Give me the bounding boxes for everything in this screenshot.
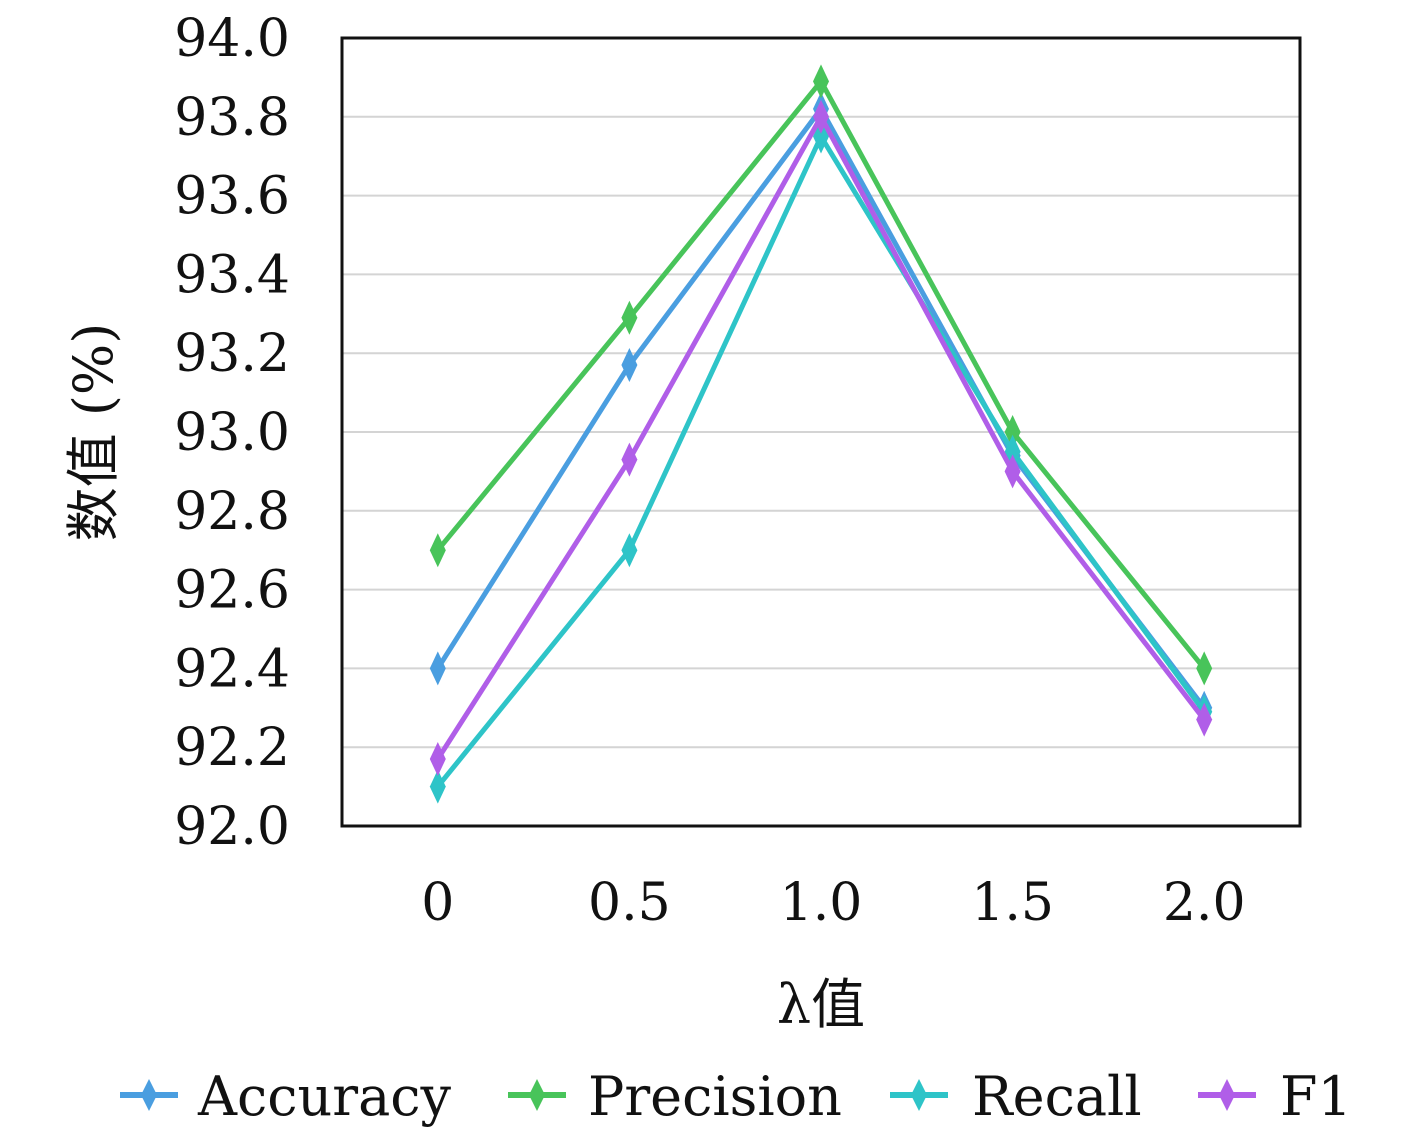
data-point-f1: [1004, 454, 1021, 489]
data-point-precision: [813, 64, 829, 99]
data-point-precision: [1196, 651, 1213, 686]
x-tick-label: 1.5: [971, 873, 1054, 933]
legend-swatch-marker: [529, 1079, 545, 1111]
x-tick-label: 1.0: [780, 873, 863, 933]
y-tick-label: 93.4: [174, 245, 290, 305]
y-tick-label: 93.2: [174, 324, 290, 384]
data-point-f1: [813, 99, 829, 134]
series-line-f1: [435, 114, 1207, 761]
legend-swatch-marker: [141, 1079, 157, 1111]
legend-label: Recall: [972, 1065, 1142, 1128]
series-recall: [429, 119, 1213, 804]
series-f1: [429, 99, 1213, 777]
x-tick-label: 0.5: [588, 873, 671, 933]
y-tick-label: 93.6: [174, 167, 290, 227]
data-point-recall: [621, 533, 638, 568]
y-tick-label: 92.6: [174, 561, 290, 621]
data-point-f1: [621, 442, 638, 477]
grid-lines: [342, 115, 1300, 749]
legend-label: Precision: [588, 1065, 842, 1128]
legend: Accuracy Precision Recall F1: [120, 1065, 1352, 1128]
plot-frame: [340, 36, 1302, 828]
series-lines: [429, 64, 1213, 804]
data-point-precision: [429, 533, 446, 568]
legend-item-f1: F1: [1198, 1065, 1352, 1128]
data-point-accuracy: [429, 651, 446, 686]
data-point-f1: [1196, 702, 1213, 737]
legend-item-recall: Recall: [890, 1065, 1142, 1128]
y-tick-label: 92.4: [174, 639, 290, 699]
series-precision: [429, 64, 1213, 686]
y-axis-title: 数值 (%): [62, 323, 125, 542]
y-tick-label: 93.0: [174, 403, 290, 463]
data-point-accuracy: [621, 348, 638, 383]
x-axis-title: λ值: [777, 973, 865, 1036]
data-point-precision: [621, 300, 638, 335]
y-tick-label: 93.8: [174, 88, 290, 148]
y-tick-label: 92.2: [174, 718, 290, 778]
legend-swatch-marker: [911, 1079, 927, 1111]
y-tick-label: 92.8: [174, 482, 290, 542]
series-accuracy: [429, 91, 1213, 725]
y-tick-label: 92.0: [174, 797, 290, 857]
legend-item-accuracy: Accuracy: [120, 1065, 452, 1128]
x-tick-label: 0: [421, 873, 454, 933]
legend-label: F1: [1280, 1065, 1352, 1128]
legend-swatch-marker: [1219, 1079, 1235, 1111]
y-tick-labels: 92.0 92.2 92.4 92.6 92.8 93.0 93.2 93.4 93.6 93.8…: [174, 9, 290, 857]
legend-label: Accuracy: [197, 1065, 452, 1128]
data-point-recall: [429, 769, 446, 804]
series-line-recall: [435, 134, 1207, 789]
x-tick-label: 2.0: [1163, 873, 1246, 933]
data-point-f1: [429, 742, 446, 777]
legend-item-precision: Precision: [508, 1065, 842, 1128]
y-tick-label: 94.0: [174, 9, 290, 69]
x-tick-labels: 0 0.5 1.0 1.5 2.0: [421, 873, 1245, 933]
